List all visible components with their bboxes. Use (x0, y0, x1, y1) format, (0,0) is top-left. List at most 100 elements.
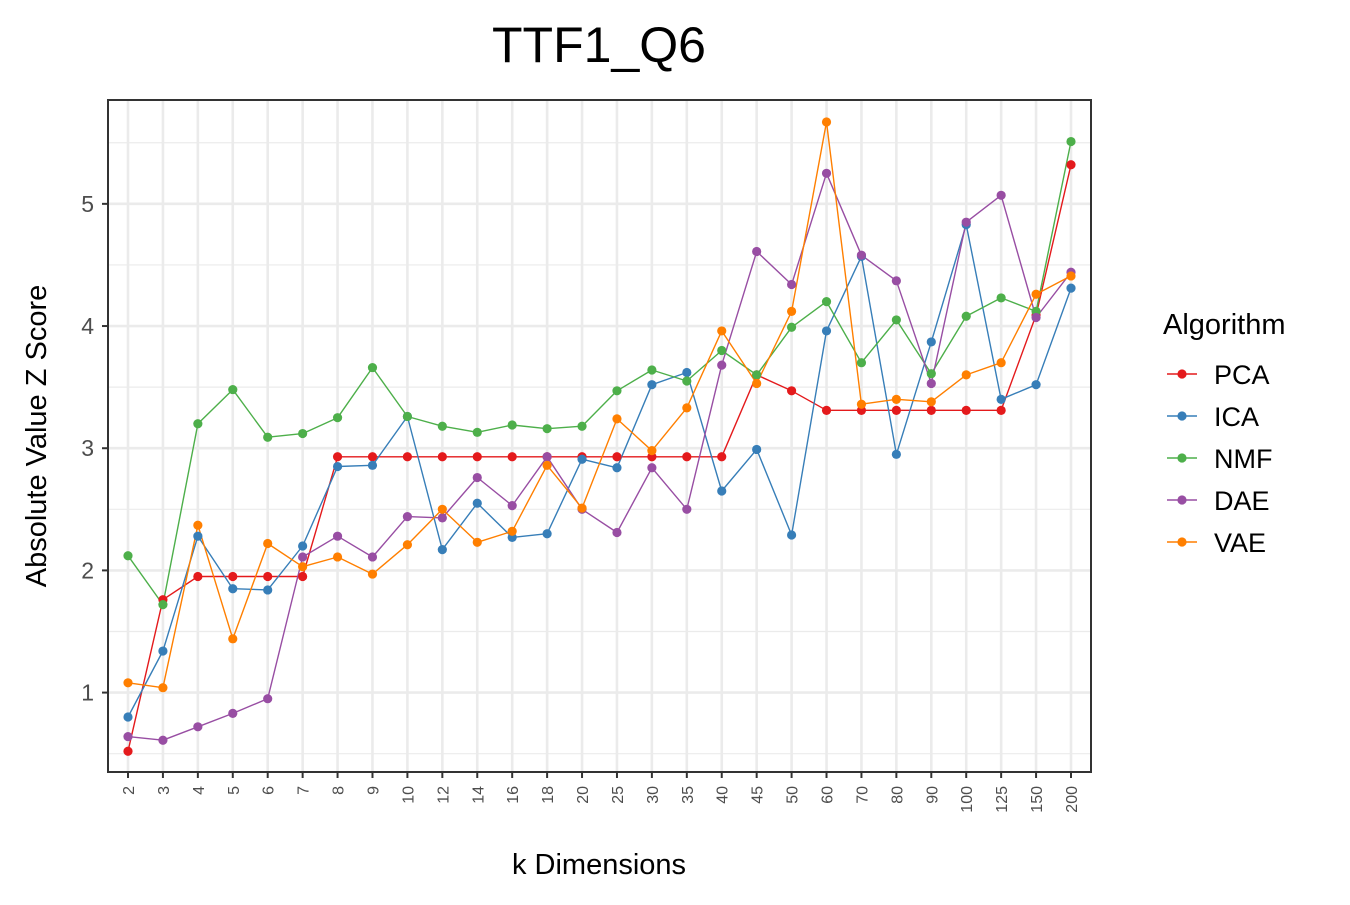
data-point-nmf (717, 345, 727, 356)
data-point-pca (437, 452, 447, 462)
data-point-vae (437, 504, 447, 514)
x-tick-label: 12 (435, 786, 452, 804)
data-point-ica (647, 380, 657, 390)
x-tick-label: 35 (680, 786, 697, 804)
data-point-pca (298, 571, 308, 582)
x-tick-label: 2 (121, 786, 138, 795)
data-point-ica (612, 463, 622, 473)
data-point-dae (507, 501, 517, 511)
data-point-dae (612, 527, 622, 538)
data-point-dae (647, 463, 657, 473)
data-point-nmf (158, 600, 168, 610)
data-point-nmf (961, 311, 971, 321)
x-tick-label: 14 (470, 786, 487, 804)
data-point-dae (332, 531, 343, 541)
x-tick-label: 8 (331, 786, 348, 795)
data-point-ica (1066, 283, 1076, 293)
x-tick-label: 18 (540, 786, 557, 804)
legend-label-pca: PCA (1214, 360, 1270, 390)
x-tick-label: 45 (750, 786, 767, 804)
series-line-nmf (127, 141, 1072, 606)
x-tick-label: 7 (296, 786, 313, 795)
y-tick-label: 5 (81, 191, 94, 217)
data-point-ica (472, 498, 482, 508)
data-point-ica (786, 530, 797, 540)
data-point-vae (996, 358, 1006, 368)
chart-title: TTF1_Q6 (492, 17, 706, 73)
data-point-nmf (647, 365, 657, 375)
data-point-nmf (228, 384, 238, 395)
data-point-vae (263, 538, 273, 549)
data-point-ica (1031, 380, 1041, 390)
x-tick-label: 100 (959, 786, 976, 813)
legend-label-nmf: NMF (1214, 444, 1272, 474)
data-point-vae (577, 503, 587, 513)
data-point-nmf (786, 322, 797, 332)
data-point-vae (961, 370, 971, 380)
x-tick-label: 9 (365, 786, 382, 795)
x-tick-label: 50 (785, 786, 802, 804)
data-point-nmf (193, 419, 203, 429)
data-point-nmf (612, 386, 622, 396)
data-point-nmf (577, 421, 587, 431)
data-point-ica (263, 585, 273, 595)
data-point-nmf (542, 424, 552, 434)
legend-label-vae: VAE (1214, 528, 1266, 558)
data-point-nmf (472, 427, 482, 437)
x-tick-label: 6 (261, 786, 278, 795)
data-point-vae (507, 526, 517, 536)
data-point-dae (717, 360, 727, 370)
data-point-ica (542, 529, 552, 539)
data-point-dae (472, 472, 482, 483)
y-tick-label: 1 (81, 680, 94, 706)
x-tick-label: 200 (1064, 786, 1081, 813)
data-point-vae (682, 403, 692, 413)
data-point-nmf (1066, 136, 1076, 147)
legend-key-point (1177, 537, 1187, 547)
data-point-pca (682, 452, 692, 462)
data-point-ica (891, 449, 901, 459)
data-point-vae (123, 678, 133, 688)
x-tick-label: 25 (610, 786, 627, 804)
data-point-nmf (507, 420, 517, 430)
data-point-dae (682, 504, 692, 514)
data-point-vae (332, 552, 343, 562)
data-point-pca (926, 405, 936, 415)
data-point-dae (193, 722, 203, 732)
data-point-dae (123, 731, 133, 742)
data-point-vae (1031, 289, 1041, 299)
data-point-pca (367, 452, 378, 462)
data-point-vae (821, 117, 832, 127)
x-tick-label: 3 (156, 786, 173, 795)
data-point-vae (891, 394, 901, 404)
data-point-ica (682, 367, 692, 378)
data-point-ica (717, 486, 727, 496)
x-tick-label: 150 (1029, 786, 1046, 813)
data-point-pca (332, 452, 343, 462)
series-line-dae (127, 172, 1072, 741)
series-line-pca (127, 164, 1072, 752)
data-point-dae (263, 694, 273, 704)
data-point-vae (612, 414, 622, 424)
data-point-nmf (856, 358, 867, 368)
legend-key-point (1177, 453, 1187, 463)
data-point-vae (367, 569, 378, 579)
x-tick-label: 80 (889, 786, 906, 804)
data-point-nmf (332, 413, 343, 423)
data-point-nmf (123, 551, 133, 561)
data-point-nmf (298, 428, 308, 439)
data-point-vae (1066, 271, 1076, 281)
data-point-nmf (926, 369, 936, 379)
data-point-dae (228, 708, 238, 718)
x-tick-label: 20 (575, 786, 592, 804)
data-point-pca (612, 452, 622, 462)
data-point-pca (786, 386, 797, 396)
data-point-ica (228, 584, 238, 594)
data-point-dae (542, 452, 552, 462)
data-point-vae (926, 397, 936, 407)
data-point-ica (298, 541, 308, 551)
data-point-dae (402, 512, 413, 522)
y-tick-label: 2 (81, 557, 94, 583)
